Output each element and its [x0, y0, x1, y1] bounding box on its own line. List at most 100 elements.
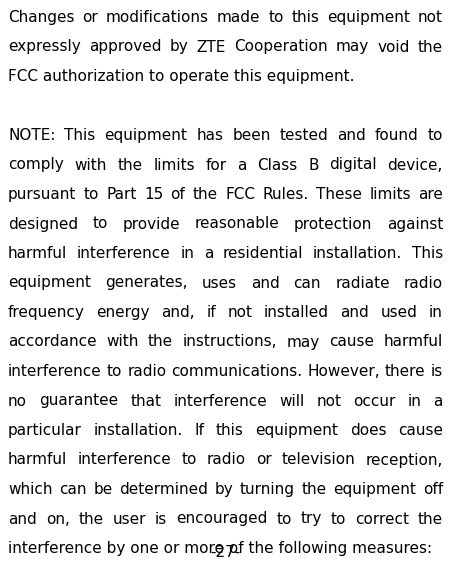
Text: to: to: [84, 187, 99, 202]
Text: residential: residential: [223, 246, 303, 261]
Text: the: the: [418, 511, 443, 527]
Text: can: can: [59, 482, 87, 497]
Text: a: a: [237, 157, 247, 173]
Text: the: the: [193, 187, 218, 202]
Text: user: user: [112, 511, 146, 527]
Text: correct: correct: [355, 511, 409, 527]
Text: does: does: [350, 423, 387, 438]
Text: which: which: [8, 482, 52, 497]
Text: is: is: [155, 511, 167, 527]
Text: These: These: [316, 187, 362, 202]
Text: are: are: [418, 187, 443, 202]
Text: interference: interference: [173, 393, 267, 409]
Text: encouraged: encouraged: [176, 511, 267, 527]
Text: Changes: Changes: [8, 10, 74, 25]
Text: B: B: [308, 157, 319, 173]
Text: the: the: [418, 39, 443, 55]
Text: radio: radio: [207, 453, 246, 467]
Text: in: in: [408, 393, 422, 409]
Text: Rules.: Rules.: [262, 187, 308, 202]
Text: digital: digital: [329, 157, 377, 173]
Text: FCC: FCC: [225, 187, 255, 202]
Text: to: to: [268, 10, 284, 25]
Text: the: the: [148, 335, 173, 349]
Text: approved: approved: [89, 39, 161, 55]
Text: to: to: [331, 511, 346, 527]
Text: a: a: [204, 246, 213, 261]
Text: try: try: [300, 511, 322, 527]
Text: If: If: [194, 423, 204, 438]
Text: that: that: [130, 393, 161, 409]
Text: with: with: [74, 157, 107, 173]
Text: this: this: [291, 10, 319, 25]
Text: harmful: harmful: [8, 453, 67, 467]
Text: to: to: [92, 217, 108, 231]
Text: to: to: [107, 364, 122, 379]
Text: equipment: equipment: [105, 128, 188, 143]
Text: 15: 15: [144, 187, 163, 202]
Text: in: in: [429, 305, 443, 320]
Text: interference: interference: [8, 364, 102, 379]
Text: or: or: [256, 453, 272, 467]
Text: equipment: equipment: [8, 275, 91, 291]
Text: equipment: equipment: [255, 423, 338, 438]
Text: for: for: [206, 157, 226, 173]
Text: and,: and,: [161, 305, 195, 320]
Text: comply: comply: [8, 157, 64, 173]
Text: has: has: [196, 128, 223, 143]
Text: harmful: harmful: [384, 335, 443, 349]
Text: designed: designed: [8, 217, 78, 231]
Text: instructions,: instructions,: [183, 335, 277, 349]
Text: Part: Part: [106, 187, 137, 202]
Text: to: to: [276, 511, 292, 527]
Text: by: by: [170, 39, 189, 55]
Text: on,: on,: [46, 511, 69, 527]
Text: not: not: [418, 10, 443, 25]
Text: equipment: equipment: [327, 10, 410, 25]
Text: the: the: [78, 511, 104, 527]
Text: radiate: radiate: [335, 275, 390, 291]
Text: -27-: -27-: [210, 545, 241, 560]
Text: This: This: [412, 246, 443, 261]
Text: NOTE:: NOTE:: [8, 128, 55, 143]
Text: and: and: [337, 128, 366, 143]
Text: been: been: [232, 128, 271, 143]
Text: may: may: [336, 39, 369, 55]
Text: television: television: [282, 453, 355, 467]
Text: determined: determined: [119, 482, 208, 497]
Text: or: or: [83, 10, 98, 25]
Text: can: can: [294, 275, 321, 291]
Text: protection: protection: [294, 217, 372, 231]
Text: by: by: [215, 482, 233, 497]
Text: FCC authorization to operate this equipment.: FCC authorization to operate this equipm…: [8, 69, 354, 84]
Text: not: not: [316, 393, 341, 409]
Text: device,: device,: [387, 157, 443, 173]
Text: the: the: [117, 157, 143, 173]
Text: radio: radio: [127, 364, 166, 379]
Text: is: is: [431, 364, 443, 379]
Text: made: made: [217, 10, 260, 25]
Text: interference: interference: [77, 246, 170, 261]
Text: found: found: [375, 128, 419, 143]
Text: not: not: [228, 305, 253, 320]
Text: communications.: communications.: [171, 364, 303, 379]
Text: a: a: [433, 393, 443, 409]
Text: against: against: [387, 217, 443, 231]
Text: the: the: [302, 482, 327, 497]
Text: reasonable: reasonable: [194, 217, 279, 231]
Text: turning: turning: [240, 482, 295, 497]
Text: expressly: expressly: [8, 39, 81, 55]
Text: installed: installed: [264, 305, 329, 320]
Text: no: no: [8, 393, 27, 409]
Text: may: may: [286, 335, 320, 349]
Text: accordance: accordance: [8, 335, 97, 349]
Text: tested: tested: [280, 128, 328, 143]
Text: Cooperation: Cooperation: [234, 39, 328, 55]
Text: be: be: [93, 482, 112, 497]
Text: to: to: [428, 128, 443, 143]
Text: with: with: [106, 335, 138, 349]
Text: ZTE: ZTE: [197, 39, 226, 55]
Text: generates,: generates,: [105, 275, 188, 291]
Text: to: to: [181, 453, 197, 467]
Text: uses: uses: [202, 275, 237, 291]
